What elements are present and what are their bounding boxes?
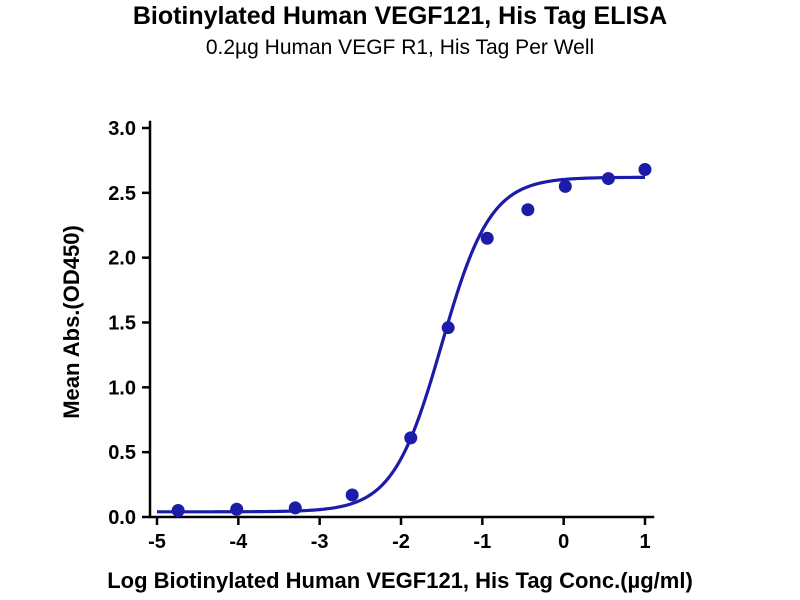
y-tick-label: 1.5 bbox=[108, 313, 136, 335]
fit-curve bbox=[157, 175, 646, 514]
x-tick-label: -4 bbox=[229, 531, 248, 553]
x-tick-label: -5 bbox=[148, 531, 166, 553]
data-point bbox=[288, 501, 302, 515]
y-tick-label: 2.5 bbox=[108, 183, 136, 205]
chart-subtitle: 0.2µg Human VEGF R1, His Tag Per Well bbox=[205, 36, 595, 59]
x-tick-label: 0 bbox=[558, 531, 569, 553]
y-tick-label: 1.0 bbox=[108, 377, 136, 399]
y-tick-label: 3.0 bbox=[108, 118, 136, 140]
data-point bbox=[480, 231, 494, 245]
y-tick-label: 2.0 bbox=[108, 248, 136, 270]
x-tick-label: 1 bbox=[639, 531, 650, 553]
x-tick-label: -1 bbox=[473, 531, 491, 553]
x-axis-label: Log Biotinylated Human VEGF121, His Tag … bbox=[107, 568, 693, 593]
x-tick-label: -2 bbox=[392, 531, 410, 553]
data-point bbox=[638, 162, 652, 176]
x-tick-label: -3 bbox=[311, 531, 329, 553]
data-point bbox=[404, 431, 418, 445]
y-tick-label: 0.0 bbox=[108, 507, 136, 529]
data-point bbox=[441, 321, 455, 335]
chart-title: Biotinylated Human VEGF121, His Tag ELIS… bbox=[132, 2, 668, 30]
data-point bbox=[601, 172, 615, 186]
data-point bbox=[521, 203, 535, 217]
y-tick-label: 0.5 bbox=[108, 442, 136, 464]
data-point bbox=[345, 488, 359, 502]
data-point bbox=[171, 504, 185, 518]
data-point bbox=[558, 179, 572, 193]
data-point bbox=[230, 502, 244, 516]
